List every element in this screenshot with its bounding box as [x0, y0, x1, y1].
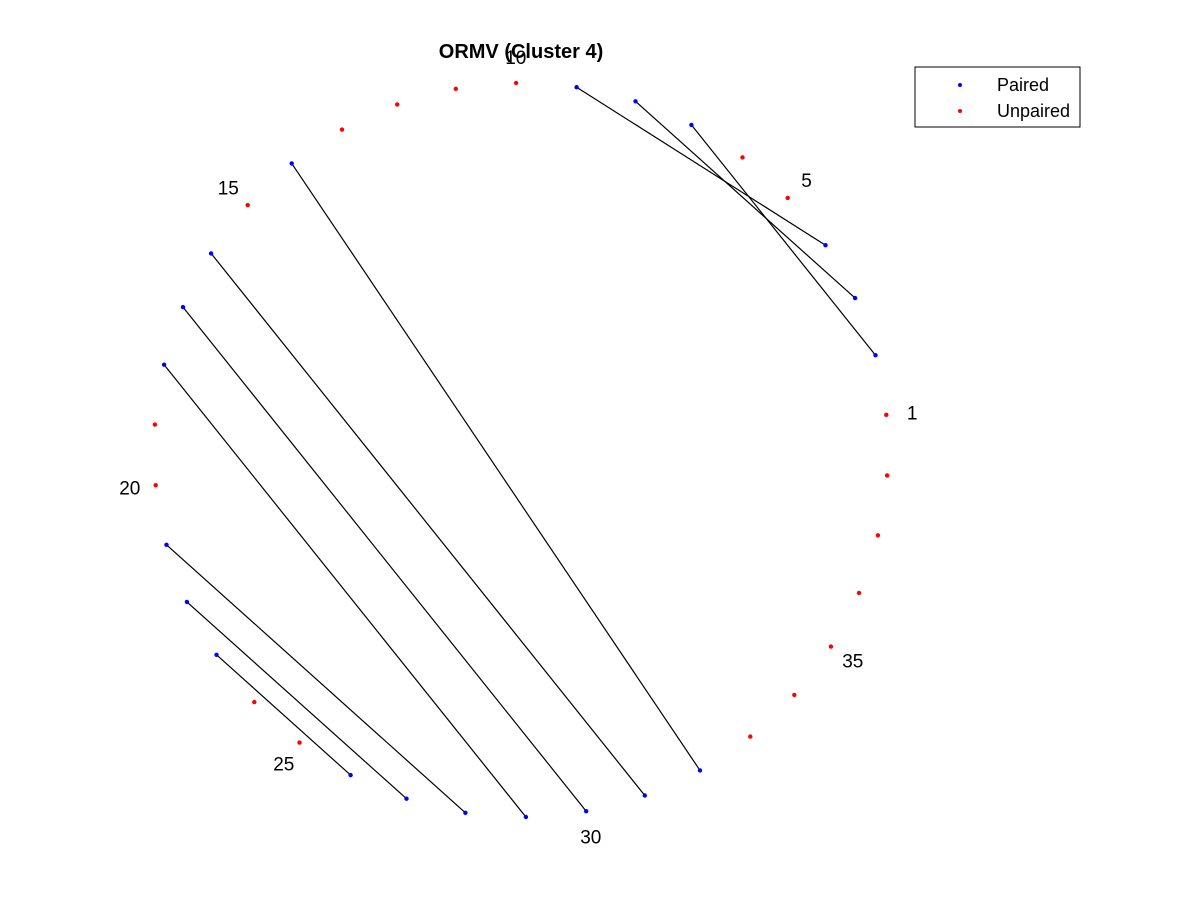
paired-node-7: [689, 122, 694, 128]
unpaired-node-20: [153, 483, 158, 488]
unpaired-node-33: [748, 734, 753, 739]
paired-node-22: [184, 599, 190, 605]
pair-link-16-31: [210, 253, 646, 796]
chart-title: ORMV (Cluster 4): [439, 41, 603, 63]
paired-node-32: [697, 768, 703, 773]
paired-node-4: [823, 243, 828, 248]
pair-link-14-32: [291, 163, 701, 771]
pair-link-21-28: [166, 544, 466, 814]
unpaired-node-34: [792, 692, 797, 698]
pair-link-23-26: [216, 654, 352, 776]
position-label-35: 35: [842, 652, 863, 673]
pair-links: [163, 86, 876, 818]
paired-node-14: [289, 161, 294, 166]
paired-node-18: [161, 362, 167, 367]
legend-paired-marker: [958, 83, 962, 87]
pair-link-3-8: [635, 100, 856, 299]
position-label-20: 20: [119, 479, 140, 500]
unpaired-node-38: [884, 473, 890, 478]
unpaired-node-12: [395, 102, 400, 107]
paired-node-30: [584, 809, 589, 814]
unpaired-node-25: [297, 740, 302, 745]
legend: Paired Unpaired: [914, 66, 1081, 128]
paired-node-31: [642, 793, 647, 798]
paired-node-29: [523, 814, 529, 820]
sequence-nodes: [152, 80, 890, 820]
unpaired-node-37: [875, 533, 881, 538]
paired-node-17: [180, 304, 186, 310]
position-label-15: 15: [218, 179, 239, 200]
unpaired-node-10: [513, 80, 519, 86]
legend-unpaired-marker: [958, 109, 962, 113]
pair-link-2-7: [690, 124, 876, 356]
pair-link-4-9: [576, 86, 826, 246]
paired-node-23: [214, 652, 219, 657]
unpaired-node-6: [740, 155, 745, 160]
unpaired-node-1: [884, 412, 889, 417]
position-label-10: 10: [505, 48, 526, 69]
unpaired-node-35: [828, 644, 834, 649]
position-label-25: 25: [273, 754, 294, 775]
unpaired-node-36: [856, 590, 862, 596]
position-label-30: 30: [580, 828, 601, 849]
unpaired-node-13: [339, 127, 345, 132]
paired-node-2: [873, 353, 878, 358]
pair-link-18-29: [163, 364, 527, 818]
position-label-1: 1: [907, 403, 918, 424]
paired-node-28: [463, 810, 468, 815]
paired-node-16: [208, 251, 214, 256]
unpaired-node-15: [245, 202, 250, 208]
legend-box: [914, 66, 1081, 128]
pair-link-22-27: [186, 601, 407, 800]
unpaired-node-5: [785, 195, 790, 201]
pair-link-17-30: [182, 306, 587, 812]
legend-unpaired-label: Unpaired: [997, 101, 1070, 121]
paired-node-21: [164, 542, 169, 547]
position-label-5: 5: [801, 171, 812, 192]
paired-node-8: [633, 99, 638, 104]
paired-node-9: [574, 85, 579, 90]
paired-node-26: [348, 772, 353, 778]
unpaired-node-24: [252, 699, 257, 705]
paired-node-3: [852, 295, 858, 301]
unpaired-node-19: [152, 422, 158, 427]
unpaired-node-11: [453, 86, 458, 92]
paired-node-27: [404, 796, 409, 801]
legend-paired-label: Paired: [997, 75, 1049, 95]
